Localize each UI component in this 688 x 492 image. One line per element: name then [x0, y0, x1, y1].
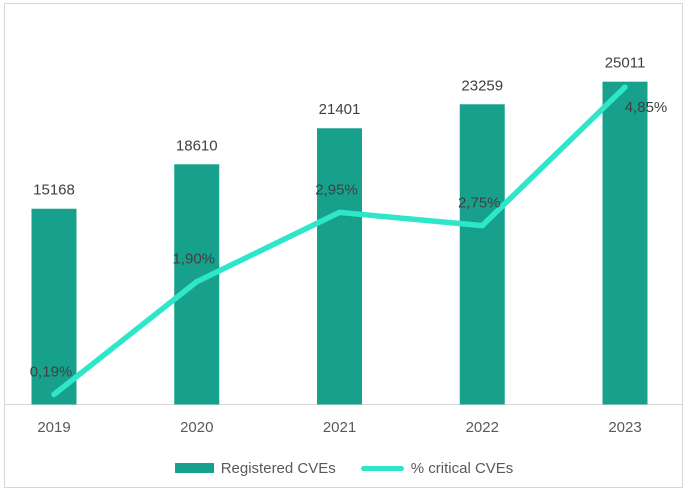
- bar-2022: [459, 104, 505, 405]
- legend-item-registered-cves: Registered CVEs: [174, 459, 336, 477]
- line-percent-label: 2,75%: [458, 195, 501, 212]
- legend-item-critical-cves: % critical CVEs: [360, 459, 514, 477]
- x-axis-label-2021: 2021: [323, 419, 356, 436]
- bar-value-label: 25011: [605, 55, 646, 72]
- bar-value-label: 21401: [319, 101, 361, 118]
- bar-2019: [31, 208, 77, 405]
- line-percent-label: 1,90%: [172, 251, 215, 268]
- chart-legend: Registered CVEs % critical CVEs: [0, 455, 688, 481]
- legend-label-critical-cves: % critical CVEs: [410, 459, 514, 477]
- bar-2023: [602, 81, 648, 405]
- bar-series-swatch-icon: [174, 463, 214, 473]
- x-axis-label-2022: 2022: [466, 419, 499, 436]
- x-axis-label-2020: 2020: [180, 419, 213, 436]
- x-axis-label-2019: 2019: [37, 419, 70, 436]
- bar-value-label: 18610: [176, 137, 218, 154]
- image-border-frame: [4, 3, 683, 488]
- bar-value-label: 23259: [461, 77, 503, 94]
- bar-value-label: 15168: [33, 182, 75, 199]
- line-percent-label: 4,85%: [625, 99, 668, 116]
- bar-2021: [317, 128, 362, 405]
- line-percent-label: 0,19%: [30, 363, 73, 380]
- critical-cves-line: [51, 84, 628, 398]
- line-series-swatch-icon: [360, 465, 404, 471]
- line-percent-label: 2,95%: [315, 181, 358, 198]
- legend-label-registered-cves: Registered CVEs: [220, 459, 336, 477]
- x-axis-label-2023: 2023: [608, 419, 641, 436]
